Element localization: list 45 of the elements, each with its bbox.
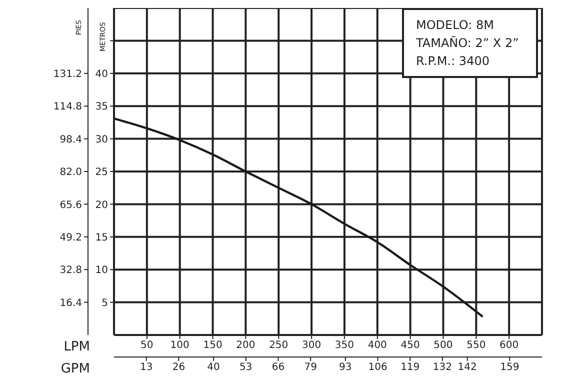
y-tick-label: 10 bbox=[95, 265, 108, 276]
x-tick-label: 300 bbox=[302, 340, 322, 352]
y2-tick-label: 65.6 bbox=[60, 200, 82, 211]
x-axis-title: LPM bbox=[64, 340, 90, 355]
y-tick-label: 20 bbox=[95, 200, 108, 211]
x-tick-label: 400 bbox=[368, 340, 387, 352]
y2-tick-label: 114.8 bbox=[53, 102, 82, 113]
y-tick-label: 15 bbox=[95, 232, 108, 244]
y2-tick-label: 32.8 bbox=[60, 265, 82, 276]
y-tick-label: 5 bbox=[102, 298, 108, 309]
annotation: TAMAÑO: 2” X 2” bbox=[416, 35, 520, 52]
y-tick-label: 35 bbox=[95, 102, 108, 113]
annotation: MODELO: 8M bbox=[416, 17, 495, 34]
x-tick-label: 450 bbox=[400, 340, 420, 352]
x-tick-label: 600 bbox=[500, 340, 519, 352]
x2-tick-label: 66 bbox=[272, 362, 285, 374]
x-tick-label: 50 bbox=[140, 340, 154, 352]
x-tick-label: 550 bbox=[466, 340, 486, 352]
x-tick-label: 250 bbox=[269, 340, 288, 352]
x2-tick-label: 26 bbox=[172, 362, 186, 374]
y2-tick-label: 131.2 bbox=[53, 68, 82, 80]
x2-axis-title: GPM bbox=[60, 362, 90, 377]
y2-tick-label: 98.4 bbox=[60, 134, 82, 146]
x-tick-label: 500 bbox=[434, 340, 453, 352]
x2-tick-label: 106 bbox=[368, 362, 388, 374]
y-tick-label: 40 bbox=[95, 68, 108, 80]
y2-tick-label: 16.4 bbox=[60, 298, 82, 309]
x-tick-label: 350 bbox=[334, 340, 354, 352]
x2-tick-label: 13 bbox=[140, 362, 153, 374]
x2-tick-label: 159 bbox=[500, 362, 520, 374]
x2-tick-label: 93 bbox=[339, 362, 352, 374]
y-tick-label: 30 bbox=[95, 134, 108, 146]
x2-tick-label: 132 bbox=[432, 362, 452, 374]
x-tick-label: 150 bbox=[203, 340, 222, 352]
y2-tick-label: 82.0 bbox=[60, 167, 82, 178]
x-tick-label: 200 bbox=[236, 340, 256, 352]
x-tick-label: 100 bbox=[170, 340, 190, 352]
x2-tick-label: 40 bbox=[207, 362, 220, 374]
y2-tick-label: 49.2 bbox=[60, 232, 82, 244]
y-tick-label: 25 bbox=[95, 167, 108, 178]
x2-tick-label: 53 bbox=[240, 362, 252, 374]
x2-tick-label: 142 bbox=[458, 362, 477, 374]
x2-tick-label: 79 bbox=[304, 362, 317, 374]
annotation: R.P.M.: 3400 bbox=[416, 53, 490, 70]
x2-tick-label: 119 bbox=[400, 362, 420, 374]
